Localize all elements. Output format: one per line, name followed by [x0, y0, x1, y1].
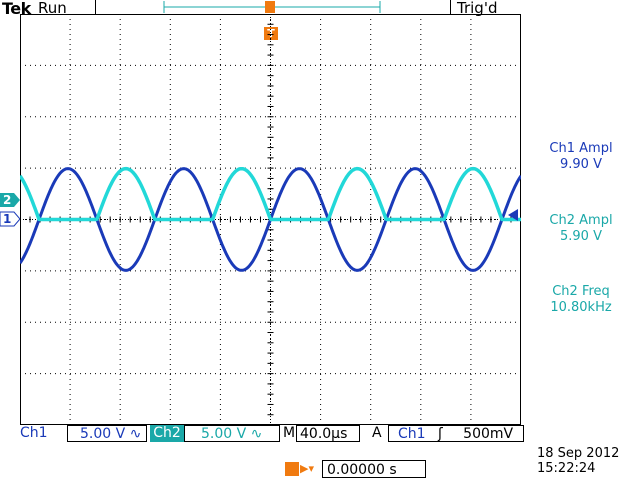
- trigger-source: Ch1: [398, 426, 426, 442]
- trigger-mode: A: [372, 425, 382, 441]
- meas-title-ch2-freq: Ch2 Freq: [552, 284, 610, 299]
- date-display: 18 Sep 2012: [537, 446, 620, 461]
- trigger-slope-icon: ʃ: [438, 426, 443, 442]
- record-position-bar[interactable]: [160, 0, 385, 16]
- meas-value-ch2-freq: 10.80kHz: [550, 300, 612, 315]
- brand-logo: Tek: [2, 0, 31, 18]
- trigger-state: Trig'd: [457, 0, 498, 17]
- ch1-scale-box[interactable]: 5.00 V ∿: [67, 425, 147, 442]
- record-trigger-marker: [265, 1, 275, 13]
- ch2-trace: [20, 166, 521, 222]
- trigger-position-icon: [285, 462, 299, 476]
- meas-value-ch1-ampl: 9.90 V: [560, 157, 602, 172]
- meas-title-ch2-ampl: Ch2 Ampl: [549, 213, 613, 228]
- trigger-level: 500mV: [463, 426, 514, 442]
- header-divider: [450, 0, 451, 14]
- header-divider: [95, 0, 96, 14]
- trigger-position-value[interactable]: 0.00000 s: [322, 460, 426, 478]
- run-state: Run: [38, 0, 67, 17]
- ch2-coupling-icon: ∿: [250, 426, 263, 442]
- ch1-ground-marker[interactable]: [0, 211, 20, 227]
- ch1-scale: 5.00 V: [80, 426, 126, 442]
- ch2-scale: 5.00 V: [201, 426, 247, 442]
- meas-title-ch1-ampl: Ch1 Ampl: [549, 141, 613, 156]
- ch2-scale-box[interactable]: 5.00 V ∿: [184, 425, 280, 442]
- trigger-level-arrow[interactable]: [508, 209, 522, 221]
- ch2-ground-marker[interactable]: [0, 193, 20, 207]
- trigger-box[interactable]: Ch1 ʃ 500mV: [388, 425, 524, 442]
- trigger-position-arrow-icon: ▶▾: [300, 462, 314, 475]
- trigger-position-marker[interactable]: T: [264, 27, 278, 40]
- timebase-prefix: M: [283, 425, 296, 441]
- ch1-label[interactable]: Ch1: [20, 425, 48, 441]
- ch2-label[interactable]: Ch2: [150, 425, 184, 442]
- ch1-coupling-icon: ∿: [129, 426, 142, 442]
- channel-markers: [0, 193, 20, 227]
- ch2-marker-label: 2: [3, 193, 12, 207]
- timebase-value[interactable]: 40.0µs: [296, 425, 360, 442]
- meas-value-ch2-ampl: 5.90 V: [560, 229, 602, 244]
- ch1-marker-label: 1: [3, 212, 12, 226]
- waveform-display: [20, 14, 521, 425]
- time-display: 15:22:24: [537, 461, 596, 476]
